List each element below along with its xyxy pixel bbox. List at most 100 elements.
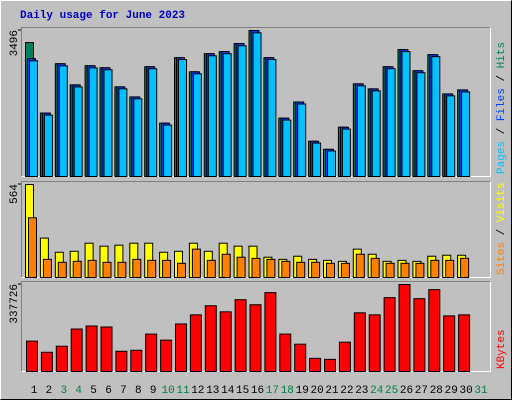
bar <box>72 260 82 278</box>
bar <box>416 72 426 177</box>
legend-entry: Pages <box>496 141 508 174</box>
bar <box>430 259 440 279</box>
bar <box>236 256 246 278</box>
bar <box>207 55 217 178</box>
bar <box>73 86 83 177</box>
x-tick-label: 5 <box>90 385 97 397</box>
bar <box>385 262 395 279</box>
bar <box>327 150 336 178</box>
bar <box>87 259 97 279</box>
x-tick-label: 10 <box>161 385 174 397</box>
bar <box>118 88 128 177</box>
bar <box>264 292 277 373</box>
bar <box>147 259 157 279</box>
bar <box>460 257 470 279</box>
bar <box>355 253 365 278</box>
bar <box>428 289 441 372</box>
legend-entry: Files <box>496 88 508 121</box>
bar <box>309 357 322 373</box>
bar <box>40 351 53 372</box>
bar <box>42 258 52 278</box>
x-tick-label: 6 <box>105 385 112 397</box>
bar <box>413 298 426 373</box>
legend-separator: / <box>496 121 508 141</box>
bar <box>443 315 456 372</box>
bar <box>102 261 112 278</box>
x-tick-label: 7 <box>120 385 127 397</box>
legend: KBytes <box>496 329 508 369</box>
chart-title: Daily usage for June 2023 <box>20 10 185 22</box>
bar <box>446 95 456 177</box>
bar <box>163 124 173 177</box>
bar <box>222 53 232 177</box>
legend: Pages / Files / Hits <box>496 42 508 174</box>
bar <box>204 305 217 372</box>
bar <box>133 98 143 177</box>
x-tick-label: 26 <box>400 385 413 397</box>
bar <box>386 68 396 177</box>
bar <box>26 340 38 372</box>
legend-separator: / <box>496 68 508 88</box>
bar <box>324 358 336 372</box>
bar <box>370 257 380 279</box>
bar <box>267 59 277 177</box>
x-tick-label: 15 <box>236 385 249 397</box>
legend: Sites / Visits <box>496 183 508 275</box>
panel-bevel <box>21 281 491 372</box>
bar <box>251 257 261 279</box>
y-tick-label: 337726 <box>9 284 21 324</box>
x-tick-label: 2 <box>46 385 53 397</box>
x-tick-label: 13 <box>206 385 219 397</box>
x-tick-label: 4 <box>75 385 82 397</box>
bar <box>160 339 173 372</box>
bar <box>252 32 262 178</box>
x-tick-label: 21 <box>325 385 339 397</box>
bar <box>58 65 68 177</box>
bar <box>340 262 350 279</box>
legend-entry: Sites <box>496 242 508 275</box>
bar <box>341 128 351 177</box>
legend-entry: Visits <box>496 183 508 223</box>
legend-entry: Hits <box>496 42 508 68</box>
bar <box>145 333 158 373</box>
bar <box>312 142 322 178</box>
bar <box>266 258 276 278</box>
bar <box>191 248 201 278</box>
bar <box>43 114 53 177</box>
bar <box>57 261 67 278</box>
legend-separator: / <box>496 222 508 242</box>
bar <box>221 253 231 278</box>
x-tick-label: 18 <box>281 385 294 397</box>
bar <box>148 68 158 177</box>
bar <box>326 262 335 279</box>
legend-entry: KBytes <box>496 329 508 369</box>
bar <box>401 51 411 178</box>
bar <box>175 323 187 372</box>
bar <box>458 314 471 373</box>
y-tick-label: 3496 <box>9 30 21 56</box>
bar <box>461 91 471 177</box>
y-tick-label: 564 <box>9 184 21 204</box>
bar <box>415 262 425 279</box>
bar <box>117 261 127 278</box>
x-tick-label: 11 <box>176 385 190 397</box>
bar <box>192 73 202 177</box>
bar <box>103 69 113 177</box>
bar <box>85 325 98 373</box>
bar <box>189 314 202 373</box>
bar <box>338 341 351 373</box>
bar <box>368 314 381 373</box>
bar <box>371 90 381 177</box>
bar <box>206 259 216 279</box>
x-tick-label: 28 <box>430 385 443 397</box>
bar <box>100 326 113 372</box>
bar <box>178 59 187 177</box>
bar <box>282 119 292 178</box>
bar <box>219 311 232 373</box>
bar <box>55 345 68 372</box>
bar <box>237 45 247 177</box>
x-tick-label: 30 <box>459 385 472 397</box>
x-tick-label: 16 <box>251 385 264 397</box>
